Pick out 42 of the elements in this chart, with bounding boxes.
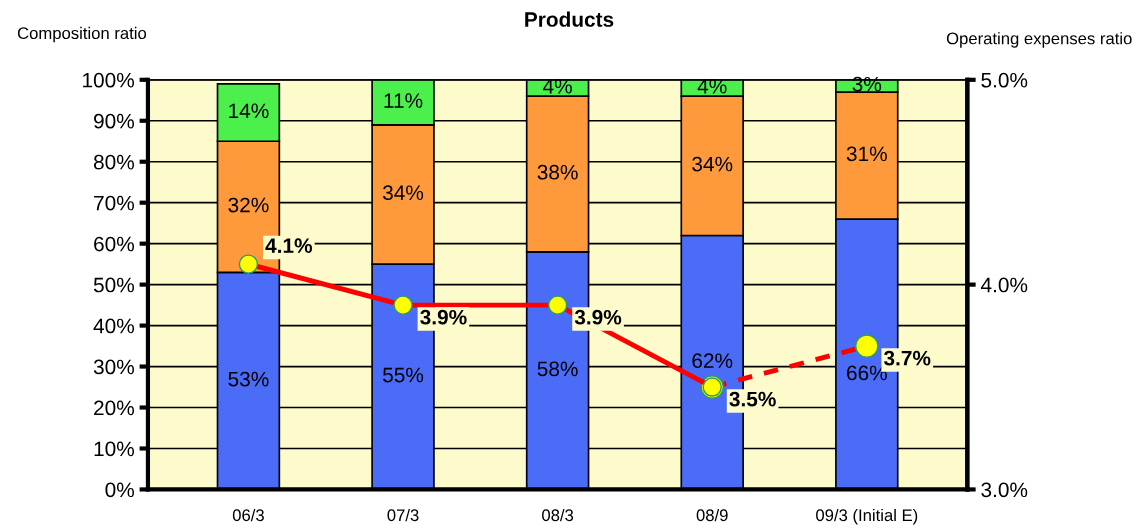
y-tick-label: 50%	[93, 277, 135, 293]
chart-title: Products	[525, 11, 614, 27]
y2-tick-label: 3.0%	[981, 482, 1028, 498]
data-label: 32%	[228, 197, 269, 213]
x-tick-label: 08/9	[696, 508, 728, 522]
data-label: 66%	[847, 365, 887, 381]
y-tick-label: 90%	[94, 113, 135, 129]
y2-tick-label: 5.0%	[981, 72, 1028, 88]
x-tick-label: 07/3	[387, 508, 419, 522]
data-label: 3.9%	[420, 309, 467, 325]
data-label: 4%	[697, 78, 727, 94]
y-tick-label: 10%	[94, 441, 135, 457]
data-label: 62%	[692, 353, 733, 369]
y-tick-label: 60%	[94, 236, 135, 252]
y-axis-title: Composition ratio	[17, 26, 147, 43]
data-label: 4.1%	[265, 238, 313, 254]
y-tick-label: 30%	[93, 359, 135, 375]
data-label: 3.7%	[883, 350, 931, 366]
data-label: 38%	[537, 164, 578, 180]
y-tick-label: 20%	[94, 400, 135, 416]
data-label: 3%	[852, 76, 882, 92]
y-tick-label: 100%	[83, 72, 135, 88]
x-tick-label: 09/3 (Initial E)	[816, 508, 918, 525]
x-tick-label: 08/3	[542, 508, 574, 522]
data-label: 4%	[543, 78, 572, 94]
data-label: 55%	[383, 367, 424, 383]
y-tick-label: 80%	[93, 154, 135, 170]
y2-axis-title: Operating expenses ratio	[946, 32, 1132, 48]
y-tick-label: 0%	[105, 482, 134, 498]
data-label: 34%	[692, 156, 733, 172]
y-tick-label: 40%	[93, 318, 135, 334]
data-label: 53%	[228, 371, 269, 387]
data-label: 3.5%	[729, 391, 776, 407]
data-label: 3.9%	[574, 309, 622, 325]
y2-tick-label: 4.0%	[980, 277, 1028, 293]
data-label: 31%	[846, 146, 887, 162]
x-tick-label: 06/3	[232, 508, 264, 522]
data-label: 34%	[382, 185, 424, 201]
data-label: 58%	[537, 361, 578, 377]
data-label: 11%	[384, 93, 423, 108]
data-label: 14%	[229, 103, 269, 119]
y-tick-label: 70%	[94, 195, 135, 211]
